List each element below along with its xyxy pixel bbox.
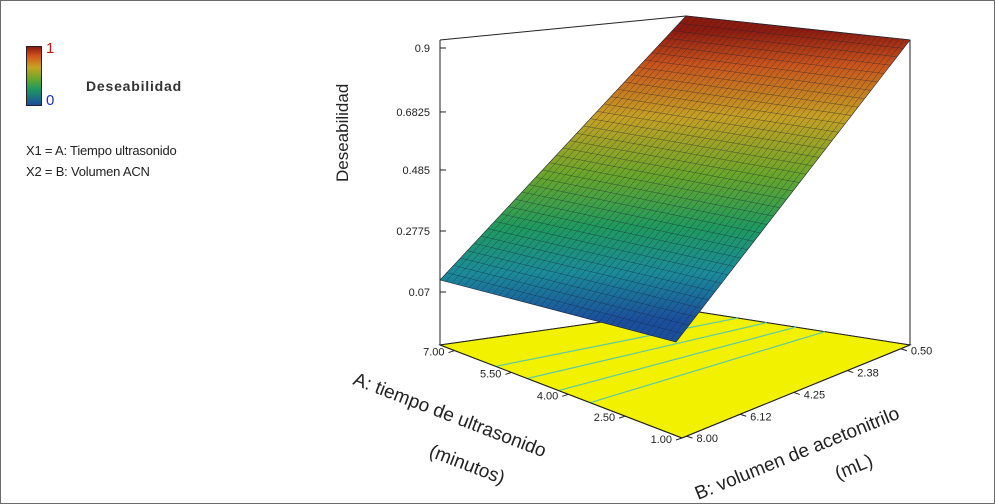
mesh-line-a: [522, 24, 765, 302]
factor-x1-label: X1 = A: Tiempo ultrasonido: [26, 143, 177, 158]
z-tick-label: 0.9: [415, 43, 430, 55]
mesh-line-a: [557, 27, 799, 312]
colorbar-min-label: 0: [46, 92, 55, 109]
mesh-line-a: [599, 32, 838, 322]
z-tick-label: 0.6825: [396, 107, 430, 119]
floor-contour-lines: [495, 317, 826, 404]
z-tick-label: 0.2775: [396, 226, 430, 238]
mesh-line-a: [616, 33, 855, 327]
mesh-line-a: [634, 35, 871, 332]
mesh-line-a: [658, 38, 894, 338]
b-tick-label: 6.12: [750, 411, 771, 423]
mesh-line-a: [481, 20, 726, 292]
b-tick-mark: [847, 370, 854, 374]
mesh-line-a: [528, 24, 771, 304]
mesh-line-a: [469, 18, 715, 288]
a-tick-mark: [618, 415, 626, 419]
b-tick-mark: [793, 391, 800, 395]
floor-contour-line: [558, 326, 796, 392]
b-tick-label: 2.38: [857, 368, 878, 380]
a-tick-label: 4.00: [537, 390, 558, 402]
factor-x2-label: X2 = B: Volumen ACN: [26, 164, 150, 179]
floor-contour-line: [589, 331, 826, 404]
b-tick-mark: [739, 413, 747, 417]
colorbar-legend: [26, 46, 42, 106]
z-tick-label: 0.07: [409, 287, 430, 299]
mesh-line-a: [534, 25, 776, 305]
a-tick-label: 7.00: [423, 347, 444, 359]
b-tick-label: 8.00: [697, 433, 718, 445]
b-tick-label: 0.50: [911, 346, 932, 358]
mesh-line-a: [504, 22, 748, 298]
a-tick-label: 2.50: [594, 412, 615, 424]
mesh-line-a: [516, 23, 759, 301]
a-tick-mark: [505, 371, 512, 375]
surface-mesh: [445, 16, 905, 341]
top-back-edge-left: [439, 15, 687, 41]
mesh-line-a: [487, 20, 731, 293]
mesh-line-a: [457, 17, 703, 285]
mesh-line-a: [492, 21, 737, 295]
a-tick-mark: [448, 350, 455, 354]
mesh-line-a: [551, 27, 793, 310]
floor-front-edge-a: [439, 344, 683, 439]
mesh-line-a: [610, 33, 849, 326]
response-surface: [439, 15, 911, 343]
a-tick-label: 5.50: [480, 368, 501, 380]
b-axis-title-line2: (mL): [832, 451, 876, 485]
mesh-line-a: [664, 38, 899, 340]
mesh-line-a: [451, 17, 698, 284]
mesh-line-a: [546, 26, 787, 309]
mesh-line-a: [498, 21, 743, 296]
z-tick-label: 0.485: [402, 165, 430, 177]
mesh-line-a: [628, 35, 866, 330]
a-axis-title-line2: (minutos): [426, 441, 507, 489]
a-tick-label: 1.00: [651, 434, 672, 446]
a-tick-mark: [675, 437, 683, 441]
mesh-line-a: [475, 19, 720, 290]
mesh-line-a: [652, 37, 888, 336]
floor-contour-line: [495, 317, 738, 367]
b-tick-label: 4.25: [804, 389, 825, 401]
a-tick-mark: [562, 393, 569, 397]
mesh-line-a: [593, 31, 832, 321]
floor-front-edge-b: [681, 344, 911, 439]
colorbar-title: Deseabilidad: [86, 78, 182, 94]
axis-ticks: 0.9 0.6825 0.485 0.2775 0.07 7.00 5.50 4.00 2.50…: [396, 43, 932, 446]
mesh-line-a: [445, 16, 692, 282]
mesh-line-a: [640, 36, 877, 333]
mesh-line-a: [646, 36, 883, 335]
mesh-line-a: [587, 30, 827, 319]
b-tick-mark: [900, 348, 908, 352]
z-axis-title: Deseabilidad: [333, 84, 352, 182]
mesh-line-a: [575, 29, 815, 316]
mesh-line-a: [622, 34, 860, 329]
mesh-line-a: [563, 28, 804, 313]
mesh-line-a: [581, 30, 821, 318]
mesh-line-a: [605, 32, 843, 324]
colorbar-max-label: 1: [46, 40, 55, 57]
mesh-line-a: [510, 23, 754, 299]
mesh-line-a: [569, 29, 810, 315]
mesh-line-a: [540, 26, 782, 307]
floor-contour-line: [526, 322, 767, 380]
mesh-line-a: [463, 18, 709, 287]
b-tick-mark: [686, 435, 693, 439]
mesh-line-a: [669, 39, 905, 341]
